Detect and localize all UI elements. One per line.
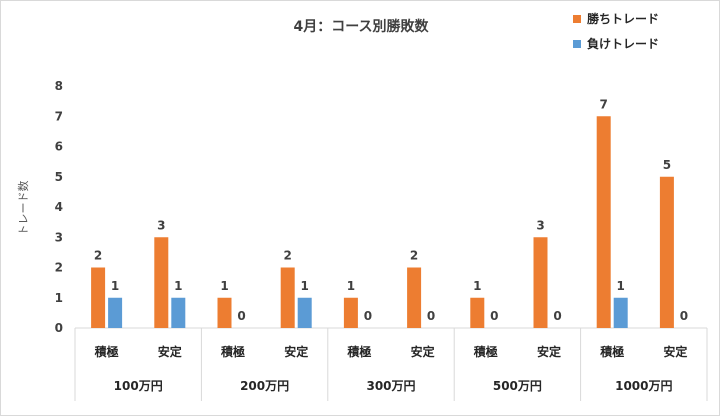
legend-label-0: 勝ちトレード	[587, 11, 659, 26]
x-group-label-1: 200万円	[240, 379, 289, 393]
data-label-0-2: 1	[220, 279, 228, 293]
x-category-label-3: 安定	[284, 344, 308, 359]
data-label-0-5: 2	[410, 249, 418, 263]
x-group-label-2: 300万円	[366, 379, 415, 393]
bar-0-0	[91, 267, 106, 328]
x-category-label-1: 安定	[158, 344, 182, 359]
data-label-0-9: 5	[663, 158, 671, 172]
data-label-1-3: 1	[301, 279, 309, 293]
x-category-label-2: 積極	[220, 344, 245, 359]
bar-0-9	[659, 176, 674, 328]
x-category-label-6: 積極	[473, 344, 498, 359]
data-label-0-4: 1	[347, 279, 355, 293]
y-tick-label-6: 6	[55, 140, 63, 154]
bar-1-1	[171, 297, 186, 328]
bars	[91, 116, 674, 328]
data-label-0-6: 1	[473, 279, 481, 293]
bar-0-2	[217, 297, 232, 328]
x-group-label-3: 500万円	[493, 379, 542, 393]
legend-swatch-1	[573, 40, 581, 48]
data-label-1-4: 0	[364, 309, 372, 323]
x-group-label-4: 1000万円	[615, 379, 672, 393]
x-category-label-8: 積極	[599, 344, 624, 359]
chart-title: 4月：コース別勝敗数	[293, 18, 429, 35]
data-label-1-5: 0	[427, 309, 435, 323]
y-tick-label-4: 4	[55, 200, 63, 214]
data-label-1-2: 0	[237, 309, 245, 323]
x-axis-categories: 積極 安定 100万円 積極 安定 200万円 積極 安定 300万円 積極 安定 500万円 積極 安定…	[94, 344, 688, 393]
data-label-1-1: 1	[174, 279, 182, 293]
x-category-label-0: 積極	[94, 344, 119, 359]
data-label-1-6: 0	[490, 309, 498, 323]
bar-1-0	[108, 297, 123, 328]
bar-0-7	[533, 237, 548, 328]
data-labels: 2 3 1 2 1 2 1 3 7 5 1 1 0 1 0 0 0 0 1 0	[94, 97, 688, 323]
x-group-label-0: 100万円	[114, 379, 163, 393]
y-tick-label-7: 7	[55, 109, 63, 123]
data-label-1-0: 1	[111, 279, 119, 293]
bar-0-8	[596, 116, 611, 328]
bar-0-6	[470, 297, 485, 328]
bar-0-4	[343, 297, 358, 328]
y-tick-label-2: 2	[55, 261, 63, 275]
bar-0-3	[280, 267, 295, 328]
bar-1-8	[613, 297, 628, 328]
data-label-1-7: 0	[553, 309, 561, 323]
x-category-label-4: 積極	[346, 344, 371, 359]
y-axis-ticks: 0 1 2 3 4 5 6 7 8	[55, 79, 63, 335]
data-label-1-8: 1	[617, 279, 625, 293]
y-tick-label-3: 3	[55, 230, 63, 244]
x-category-label-7: 安定	[537, 344, 561, 359]
bar-1-3	[297, 297, 312, 328]
y-axis-label: トレード数	[17, 181, 30, 236]
data-label-1-9: 0	[680, 309, 688, 323]
y-tick-label-0: 0	[55, 321, 63, 335]
data-label-0-7: 3	[536, 218, 544, 232]
legend-label-1: 負けトレード	[587, 36, 659, 51]
data-label-0-8: 7	[600, 97, 608, 111]
data-label-0-3: 2	[284, 249, 292, 263]
y-tick-label-5: 5	[55, 170, 63, 184]
legend-swatch-0	[573, 15, 581, 23]
data-label-0-1: 3	[157, 218, 165, 232]
bar-0-1	[154, 237, 169, 328]
x-category-label-9: 安定	[663, 344, 687, 359]
x-category-label-5: 安定	[411, 344, 435, 359]
bar-0-5	[407, 267, 422, 328]
data-label-0-0: 2	[94, 249, 102, 263]
y-tick-label-8: 8	[55, 79, 63, 93]
y-tick-label-1: 1	[55, 291, 63, 305]
